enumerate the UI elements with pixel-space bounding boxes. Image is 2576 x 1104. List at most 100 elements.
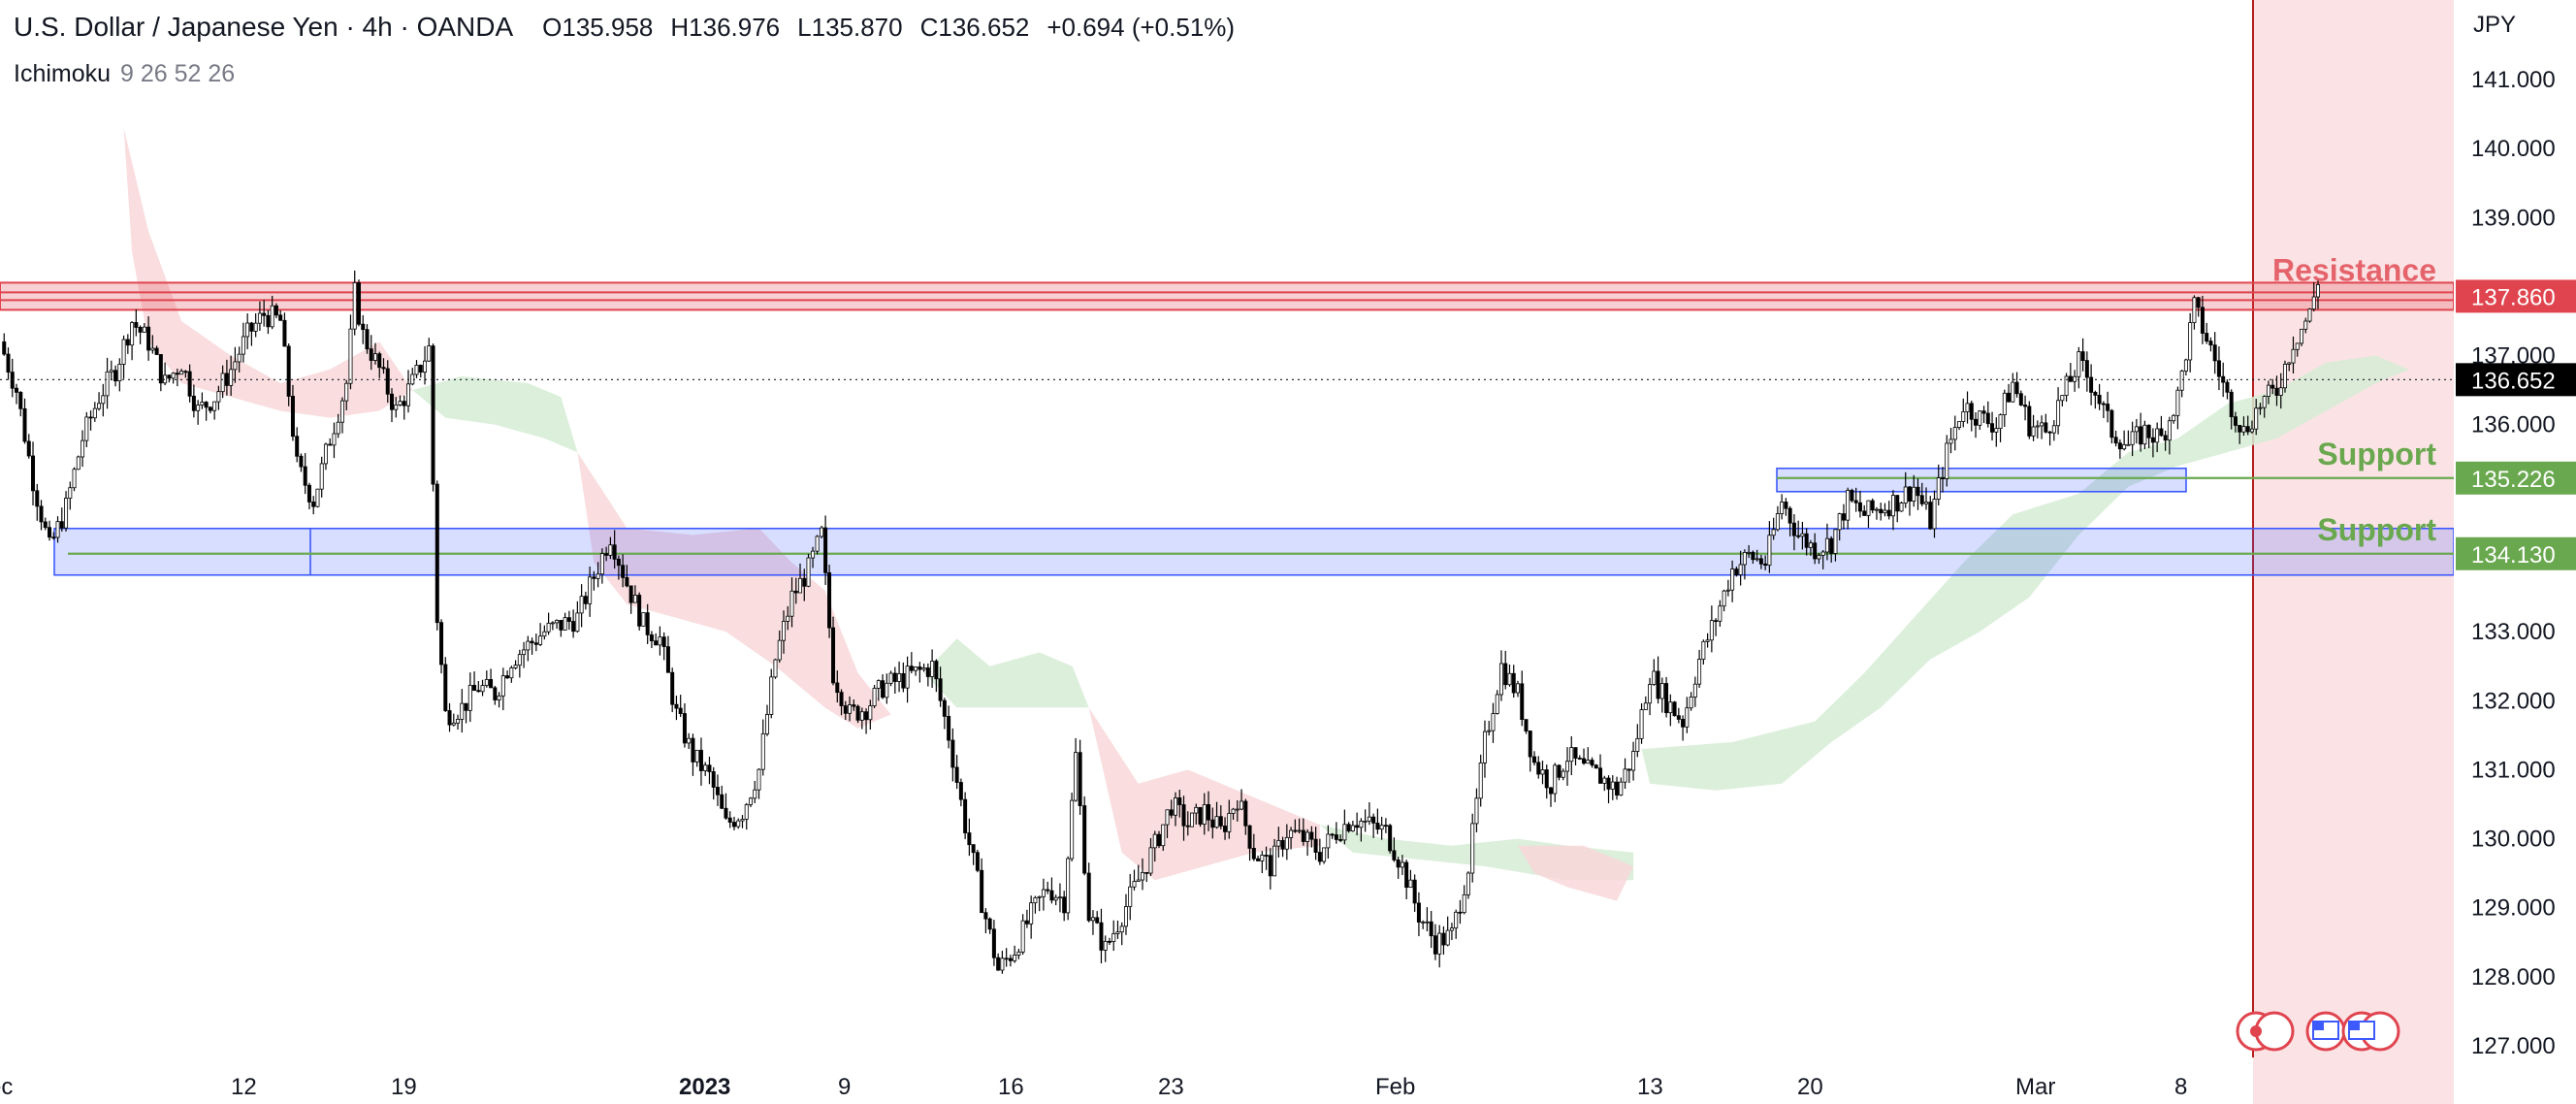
- candle-bear: [311, 502, 316, 507]
- candle-bull: [1692, 683, 1697, 698]
- candle-bull: [1668, 701, 1673, 714]
- candle-bull: [820, 527, 824, 537]
- candle-bear: [2225, 381, 2230, 393]
- candle-bear: [934, 661, 939, 680]
- candle-bull: [398, 401, 402, 406]
- candle-bear: [1916, 486, 1920, 497]
- candle-bull: [171, 373, 176, 379]
- candle-bear: [2212, 344, 2217, 362]
- candle-bear: [2146, 424, 2151, 438]
- candle-bear: [2084, 360, 2089, 378]
- candle-bear: [299, 455, 304, 468]
- candle-bull: [777, 639, 782, 661]
- candle-bear: [616, 558, 621, 567]
- candle-bear: [1598, 767, 1603, 784]
- candle-bull: [1923, 502, 1928, 504]
- candle-bull: [1425, 921, 1430, 924]
- high-value: 136.976: [689, 13, 781, 42]
- price-axis[interactable]: JPY141.000140.000139.000137.000136.00013…: [2454, 0, 2576, 1104]
- candle-bear: [435, 483, 439, 624]
- sr-zones[interactable]: [0, 281, 2455, 576]
- candle-bear: [381, 367, 386, 370]
- candle-bear: [1107, 940, 1111, 943]
- candle-bull: [1322, 847, 1327, 862]
- candle-bear: [1573, 747, 1578, 759]
- candle-bear: [2106, 404, 2110, 411]
- candle-bear: [18, 391, 23, 409]
- candle-bull: [1998, 414, 2003, 430]
- candle-bear: [1758, 558, 1763, 565]
- candle-bull: [1379, 825, 1384, 830]
- candle-bull: [1326, 833, 1331, 849]
- resistance-zone[interactable]: [0, 281, 2455, 311]
- candle-bear: [674, 703, 679, 709]
- candle-bull: [2192, 297, 2197, 324]
- candle-bull: [1903, 486, 1908, 503]
- candle-bear: [649, 633, 654, 642]
- candle-bull: [1709, 620, 1714, 641]
- candle-bull: [332, 433, 337, 446]
- time-tick-label: 19: [391, 1074, 417, 1100]
- candle-bull: [121, 339, 126, 365]
- symbol-title[interactable]: U.S. Dollar / Japanese Yen · 4h · OANDA: [14, 12, 514, 42]
- candle-bear: [402, 401, 406, 406]
- candle-bear: [1338, 839, 1343, 841]
- candle-bull: [1730, 568, 1735, 591]
- candle-bull: [1619, 781, 1624, 796]
- candle-bull: [1883, 509, 1887, 514]
- price-tick-label: 128.000: [2471, 964, 2556, 990]
- candle-bull: [229, 369, 234, 386]
- candle-bear: [369, 348, 373, 361]
- candle-bull: [2278, 387, 2283, 396]
- candle-bull: [1276, 840, 1281, 847]
- ohlc-values: O135.958 H136.976 L135.870 C136.652 +0.6…: [542, 13, 1235, 43]
- candle-bull: [92, 407, 97, 419]
- candle-bear: [918, 666, 922, 670]
- candle-bull: [2056, 400, 2061, 427]
- candle-bear: [183, 371, 188, 373]
- candle-bull: [1800, 533, 1805, 537]
- candle-bull: [782, 620, 787, 641]
- candle-bull: [1817, 555, 1821, 560]
- candle-bear: [559, 620, 564, 631]
- candle-bear: [2163, 435, 2168, 441]
- candle-bull: [1235, 808, 1240, 811]
- candle-bear: [2089, 376, 2094, 393]
- candle-bear: [835, 682, 840, 694]
- candle-bull: [315, 488, 320, 507]
- candle-bear: [1734, 568, 1739, 575]
- candle-bull: [769, 676, 774, 715]
- support-box-upper[interactable]: [1776, 467, 2187, 493]
- candle-bull: [2011, 381, 2015, 403]
- candle-bull: [599, 553, 604, 575]
- candle-bear: [278, 314, 283, 321]
- cloud-segment: [123, 127, 413, 418]
- candle-bull: [1400, 861, 1404, 868]
- candle-bull: [1020, 920, 1025, 953]
- candle-bear: [1062, 896, 1067, 914]
- candle-bull: [1705, 639, 1710, 642]
- candle-bear: [827, 571, 832, 629]
- candle-bear: [612, 544, 617, 560]
- candle-bear: [963, 798, 968, 833]
- candle-bull: [575, 612, 580, 633]
- symbol-legend[interactable]: U.S. Dollar / Japanese Yen · 4h · OANDA …: [14, 12, 1235, 43]
- indicator-name[interactable]: Ichimoku: [14, 60, 112, 87]
- candle-bear: [2229, 391, 2234, 418]
- support-box-lower[interactable]: [53, 527, 2455, 576]
- candle-bull: [2035, 425, 2040, 428]
- indicator-legend[interactable]: Ichimoku 9 26 52 26: [14, 60, 235, 88]
- candle-bull: [1140, 871, 1144, 881]
- low-value: 135.870: [811, 13, 903, 42]
- time-tick-label: 13: [1637, 1074, 1663, 1100]
- candle-bull: [2064, 375, 2069, 396]
- support-label-lower: Support: [2317, 512, 2436, 547]
- candle-bull: [1152, 833, 1157, 849]
- candle-bull: [212, 401, 217, 411]
- candle-bear: [361, 323, 366, 331]
- time-axis[interactable]: ec 12 19 2023 9 16 23 Feb 13 20 Mar 8: [0, 1074, 2187, 1100]
- candle-bear: [831, 627, 836, 684]
- candle-bull: [2142, 424, 2147, 445]
- candle-bear: [2205, 333, 2209, 342]
